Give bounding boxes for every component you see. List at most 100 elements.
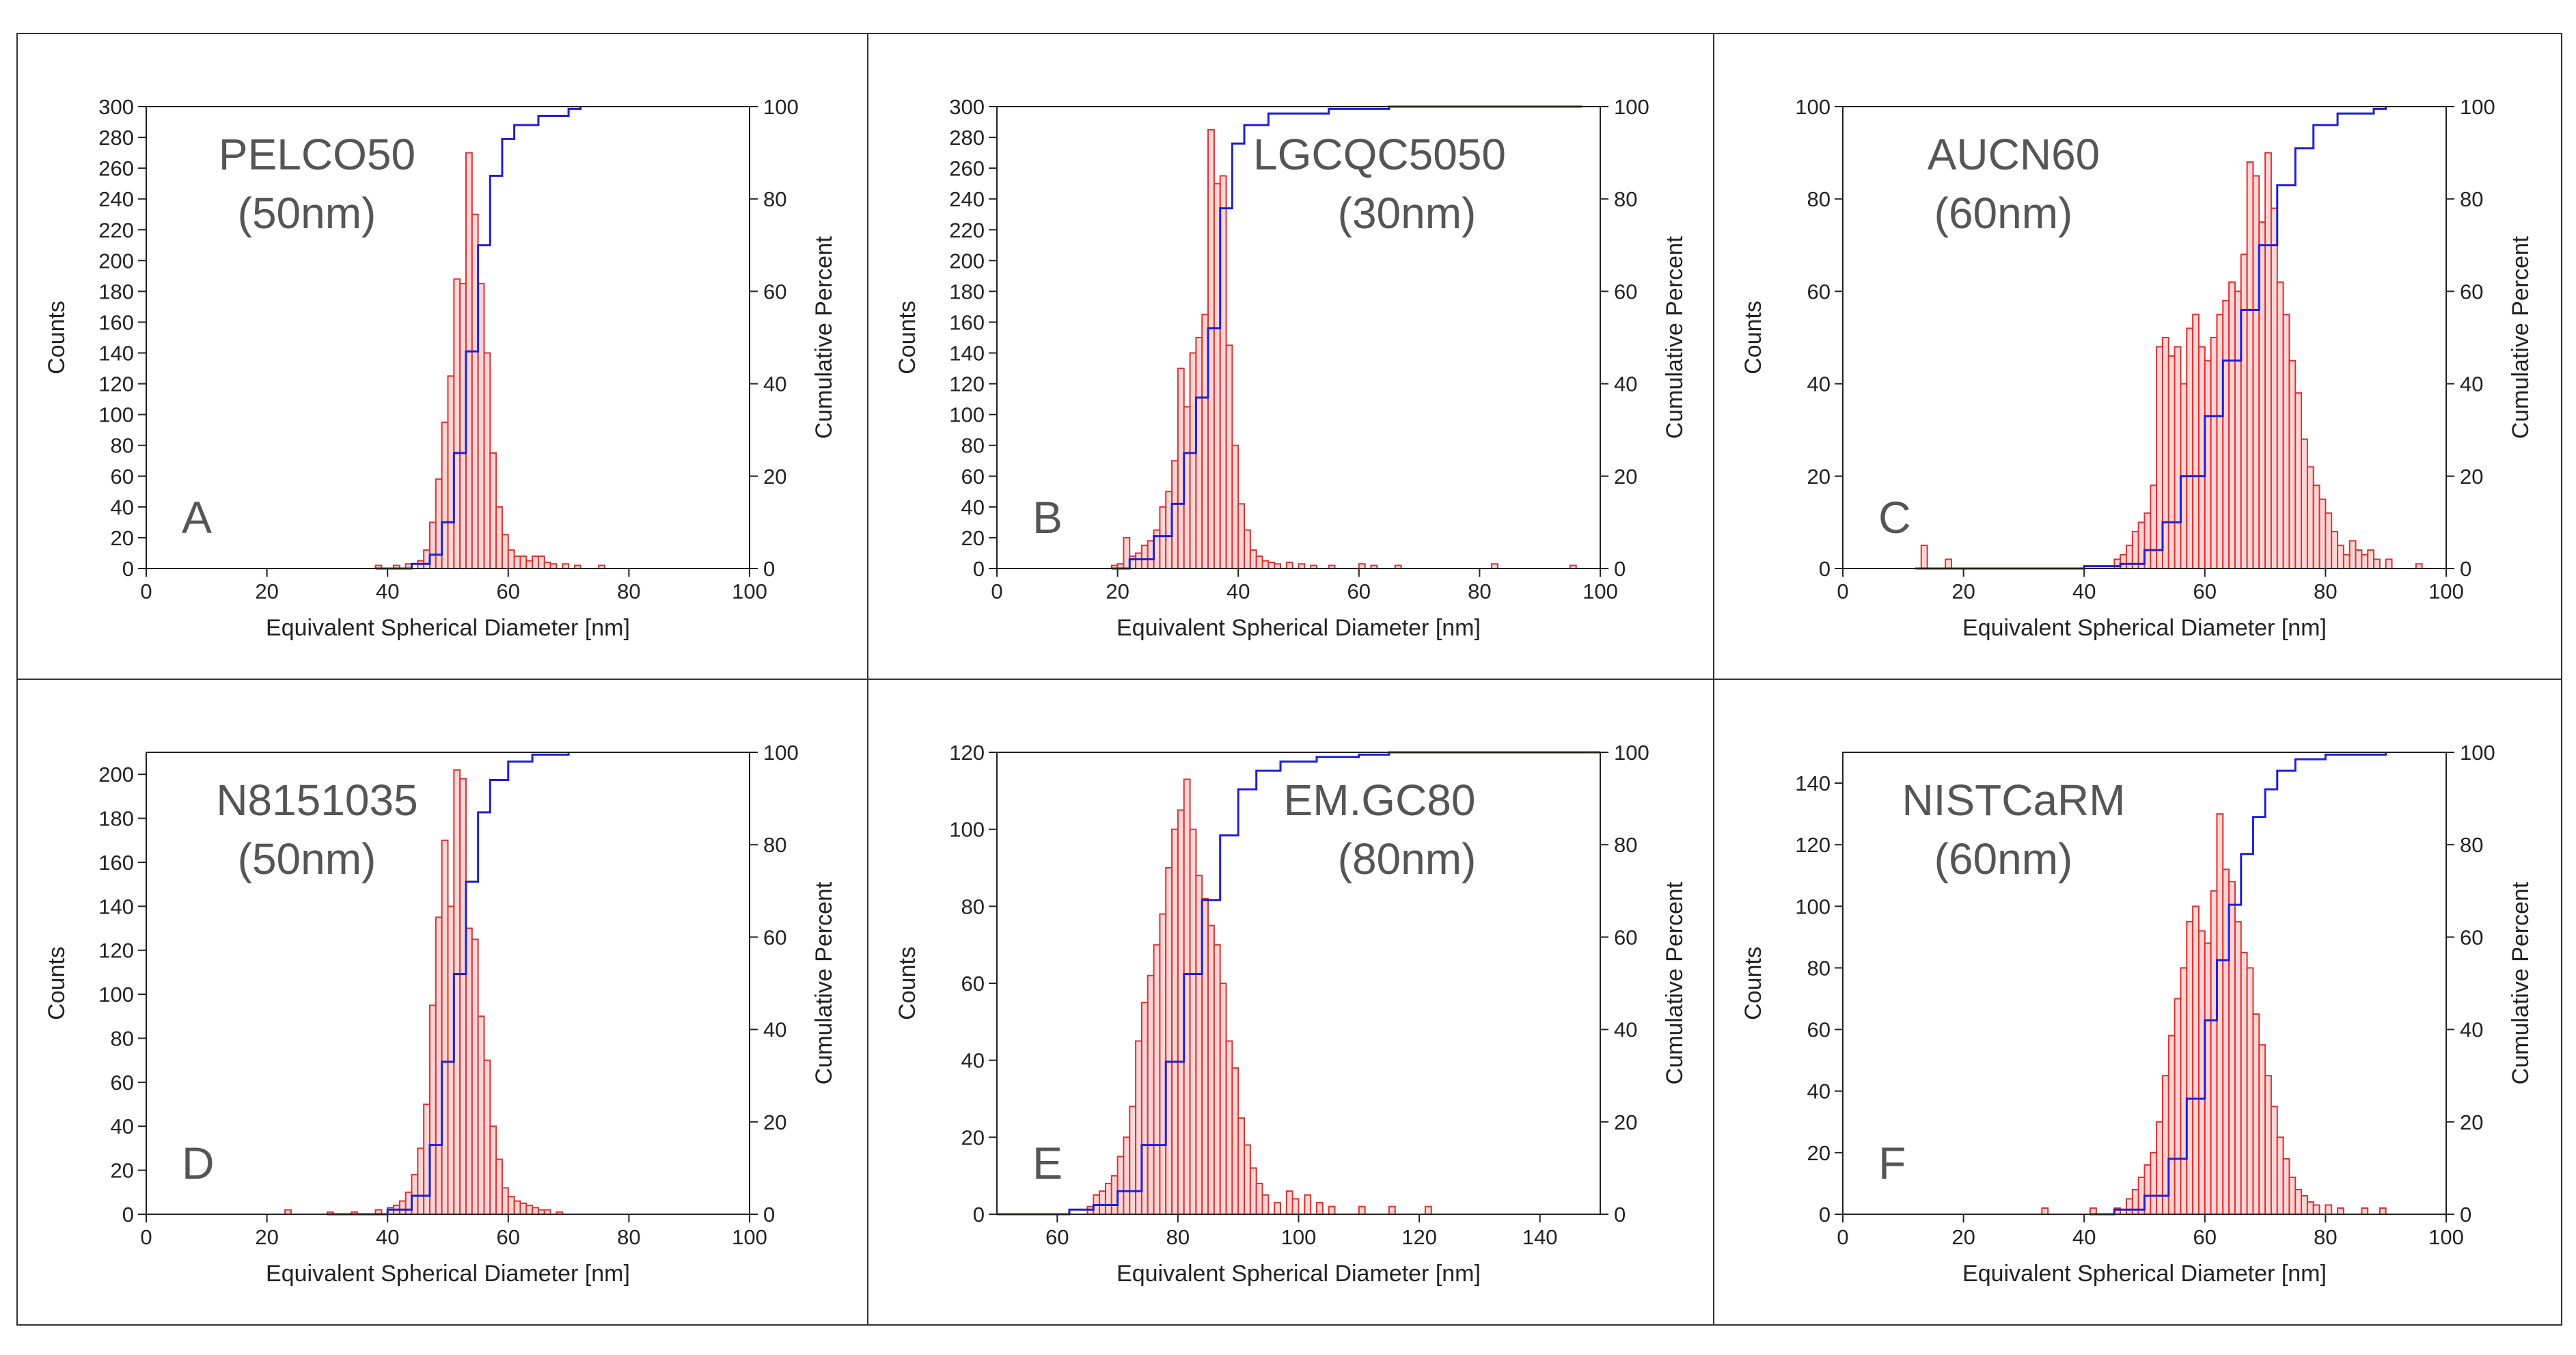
y2-tick-label: 20 [1614, 465, 1637, 489]
histogram-bar [513, 1200, 521, 1215]
histogram-bar [1328, 1205, 1336, 1215]
histogram-bar [2282, 314, 2290, 569]
x-tick-label: 60 [497, 1225, 520, 1249]
histogram-bar [2186, 327, 2194, 569]
histogram-bar [2192, 905, 2200, 1216]
histogram-bars [1920, 152, 2423, 570]
chart-panel-f: 0 20 40 60 80 1000204060801001201400204060801… [1740, 741, 2534, 1287]
histogram-bar [2355, 549, 2363, 570]
chart-panel-d: 0 20 40 60 80 1000204060801001201401601802000… [44, 741, 837, 1287]
sample-size: (60nm) [1934, 834, 2073, 884]
y-tick-label: 240 [98, 187, 134, 211]
sample-name: N8151035 [216, 776, 417, 825]
x-tick-label: 80 [1468, 579, 1491, 603]
x-tick-label: 100 [2428, 579, 2464, 603]
histogram-bar [459, 778, 467, 1215]
x-axis-title: Equivalent Spherical Diameter [nm] [1116, 1261, 1481, 1287]
histogram-bar [2240, 951, 2248, 1216]
x-tick-label: 0 [140, 579, 152, 603]
x-axis-title: Equivalent Spherical Diameter [nm] [1116, 615, 1481, 641]
sample-size: (50nm) [238, 189, 376, 238]
chart-panel-e: 60 80 100 120 140 0 20 40 60 80 100 120 0 20 40 60 80 100… [894, 741, 1688, 1287]
histogram-bar [2312, 484, 2320, 570]
histogram-bar [1231, 1067, 1239, 1216]
histogram-bar [2240, 254, 2248, 569]
sample-name: AUCN60 [1928, 130, 2100, 179]
histogram-bar [489, 1125, 497, 1215]
y-tick-label: 120 [1795, 833, 1831, 857]
y-tick-label: 100 [1795, 894, 1831, 918]
histogram-bar [2301, 1194, 2308, 1215]
histogram-bar [1213, 944, 1221, 1215]
histogram-bar [2210, 890, 2218, 1216]
histogram-bar [2342, 553, 2351, 569]
histogram-bar [1255, 555, 1263, 569]
histogram-bar [441, 839, 449, 1216]
histogram-bar [2337, 545, 2344, 570]
panel-letter: C [1878, 492, 1911, 543]
y-tick-label: 0 [122, 557, 134, 581]
histogram-bar [2041, 1207, 2049, 1216]
y2-tick-label: 100 [1614, 95, 1649, 119]
y-tick-label: 20 [111, 1159, 134, 1183]
histogram-bar [1099, 1190, 1106, 1215]
x-tick-label: 40 [1227, 579, 1250, 603]
sample-size: (80nm) [1338, 834, 1477, 884]
y-tick-label: 0 [973, 557, 985, 581]
histogram-bar [1291, 1198, 1300, 1216]
y2-tick-label: 0 [1614, 1203, 1626, 1227]
x-axis-title: Equivalent Spherical Diameter [nm] [266, 615, 630, 641]
histogram-bar [2228, 281, 2236, 569]
histogram-bar [1274, 563, 1282, 569]
y2-tick-label: 40 [2460, 372, 2483, 396]
y-tick-label: 100 [949, 403, 985, 427]
histogram-bar [1123, 1136, 1131, 1216]
y2-tick-label: 40 [1614, 1018, 1637, 1042]
histogram-bar [2222, 299, 2230, 569]
histogram-bar [1424, 1205, 1432, 1215]
histogram-bar [2373, 558, 2381, 569]
y-tick-label: 0 [1819, 1203, 1831, 1227]
y2-axis-title: Cumulative Percent [2508, 881, 2534, 1084]
x-tick-label: 20 [255, 579, 278, 603]
histogram-bar [1920, 545, 1928, 570]
x-tick-label: 60 [2193, 1225, 2217, 1249]
y-tick-label: 260 [98, 156, 134, 180]
histogram-bar [1255, 1182, 1263, 1216]
y2-tick-label: 80 [2460, 187, 2483, 211]
histogram-bar [1147, 974, 1155, 1215]
y2-tick-label: 0 [1614, 557, 1626, 581]
histogram-bar [2210, 337, 2218, 569]
y-tick-label: 120 [98, 372, 134, 396]
y-tick-label: 280 [949, 126, 985, 150]
y2-tick-label: 40 [2460, 1018, 2483, 1042]
histogram-bar [2126, 545, 2133, 570]
histogram-bar [2301, 438, 2308, 569]
histogram-bar [2325, 1204, 2333, 1215]
histogram-bar [2276, 281, 2284, 569]
histogram-bar [2192, 314, 2200, 569]
y-axis-title: Counts [894, 946, 920, 1020]
histogram-bar [1358, 1205, 1366, 1215]
panel-letter: E [1032, 1138, 1063, 1188]
histogram-bar [1315, 1202, 1324, 1215]
x-tick-label: 80 [1166, 1225, 1190, 1249]
y-tick-label: 60 [1807, 279, 1831, 303]
histogram-bar [1945, 558, 1952, 569]
histogram-bar [2348, 540, 2357, 570]
histogram-bar [2318, 498, 2327, 569]
histogram-bar [1159, 506, 1167, 569]
y-tick-label: 80 [1807, 187, 1831, 211]
histogram-bar [2174, 346, 2182, 569]
histogram-bar [477, 1015, 485, 1216]
y-tick-label: 100 [1795, 95, 1831, 119]
histogram-bar [2258, 1044, 2266, 1215]
y-tick-label: 180 [98, 807, 134, 831]
x-tick-label: 80 [2314, 1225, 2337, 1249]
x-tick-label: 20 [1951, 1225, 1975, 1249]
histogram-bar [1491, 563, 1498, 569]
histogram-bar [2306, 466, 2314, 570]
y-tick-label: 20 [961, 1125, 985, 1149]
y-tick-label: 20 [961, 526, 985, 550]
